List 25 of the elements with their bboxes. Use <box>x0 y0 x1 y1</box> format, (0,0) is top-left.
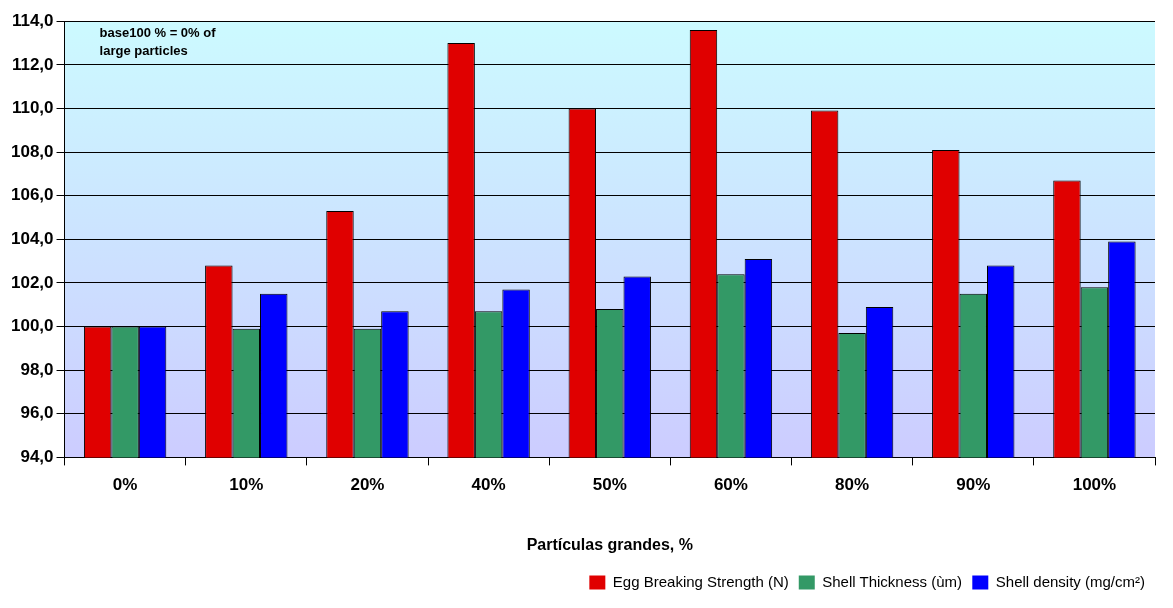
y-tick-label: 104,0 <box>10 228 54 248</box>
x-tick-label: 80% <box>835 475 870 495</box>
y-tick-label: 108,0 <box>10 141 54 161</box>
x-tick-label: 60% <box>713 475 748 495</box>
y-tick-label: 96,0 <box>20 403 54 423</box>
x-tick-label: 10% <box>229 475 264 495</box>
y-tick-label: 102,0 <box>10 272 54 292</box>
x-tick-label: 90% <box>956 475 991 495</box>
y-tick-label: 100,0 <box>10 316 54 336</box>
y-tick-label: 112,0 <box>11 54 54 74</box>
legend-label: Shell density (mg/cm²) <box>995 572 1145 590</box>
x-tick-label: 100% <box>1072 475 1117 495</box>
y-tick-label: 94,0 <box>20 447 54 467</box>
annotation: base100 % = 0% of large particles <box>99 25 217 59</box>
y-tick-label: 98,0 <box>20 359 54 379</box>
y-tick-label: 106,0 <box>10 185 54 205</box>
x-tick-label: 20% <box>350 475 385 495</box>
y-tick-label: 110,0 <box>11 98 54 118</box>
y-tick-label: 114,0 <box>11 10 54 30</box>
legend-label: Shell Thickness (ùm) <box>822 572 963 590</box>
x-tick-label: 0% <box>112 475 138 495</box>
x-axis-title: Partículas grandes, % <box>526 535 693 553</box>
x-tick-label: 50% <box>592 475 627 495</box>
legend-label: Egg Breaking Strength (N) <box>612 572 789 590</box>
x-tick-label: 40% <box>471 475 506 495</box>
